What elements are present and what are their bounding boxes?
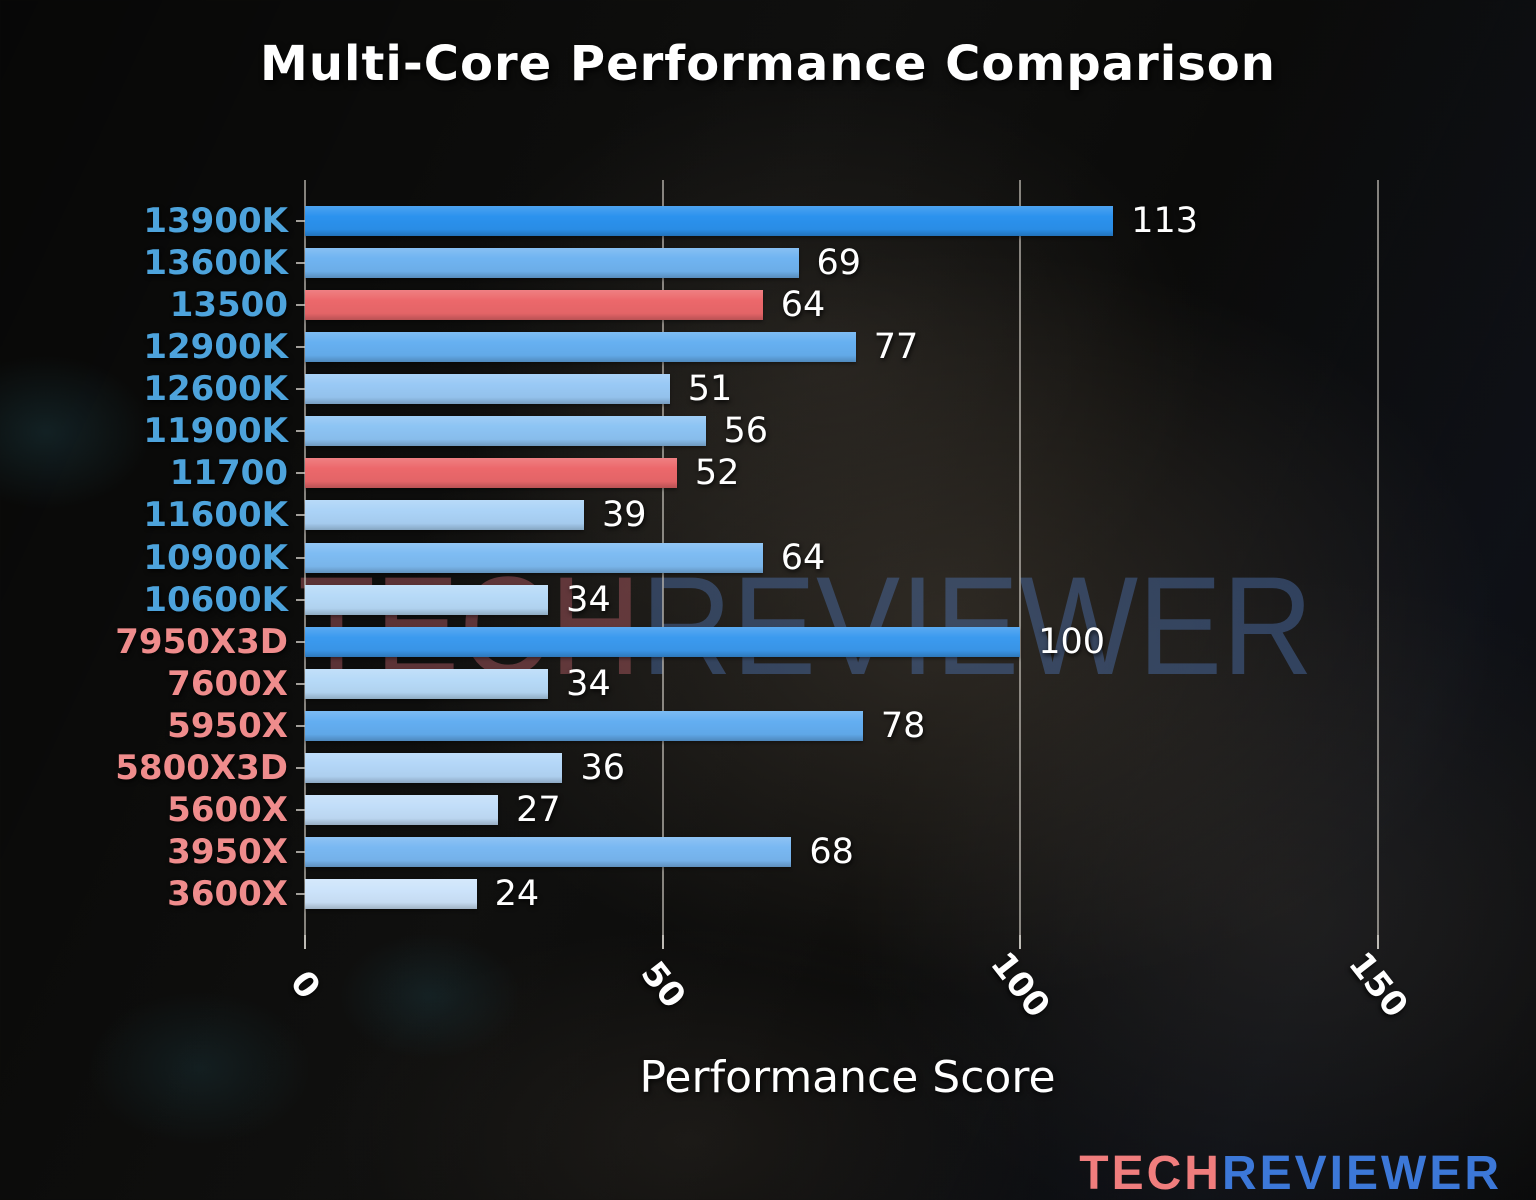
bar-value-label: 51 [687,369,733,410]
bar-row: 11700 52 [0,453,1536,493]
bar-value-label: 34 [566,663,611,704]
bar-track: 64 [296,285,1390,325]
bar-value-label: 52 [694,453,740,494]
bar-row: 3950X 68 [0,832,1536,872]
y-axis-label: 13600K [143,243,288,284]
bar-row: 5800X3D 36 [0,748,1536,788]
bar-track: 56 [296,411,1390,451]
bar-track: 34 [296,664,1390,704]
logo-tech: TECH [1079,1147,1222,1200]
bar-track: 52 [296,453,1390,493]
bar-track: 69 [296,243,1390,283]
bar-chart: 13900K 113 13600K 69 13500 64 12900K [0,180,1536,949]
bar-track: 39 [296,495,1390,535]
bar-track: 68 [296,832,1390,872]
bar [305,710,863,741]
y-axis-label: 12900K [143,327,288,368]
bar-value-label: 36 [580,747,626,788]
y-axis-label: 3950X [167,831,288,872]
y-axis-label: 5800X3D [115,747,288,788]
bar-row: 10600K 34 [0,580,1536,620]
x-gridline [1019,180,1022,949]
bar-track: 113 [296,201,1390,241]
x-tick-label: 0 [281,963,329,1007]
bar [305,374,670,405]
bar-row: 13500 64 [0,285,1536,325]
bar-value-label: 77 [873,327,919,368]
y-axis-label: 10900K [143,537,288,578]
y-axis-label: 5600X [167,789,288,830]
bar-value-label: 113 [1131,201,1199,241]
bar-value-label: 64 [780,537,826,578]
bar-track: 64 [296,538,1390,578]
bar [305,879,477,909]
bar [305,752,563,783]
y-axis-label: 5950X [167,705,288,746]
bar [305,332,856,363]
bar [305,416,706,447]
bar-track: 77 [296,327,1390,367]
y-axis-label: 11900K [143,411,288,452]
x-gridline [1376,180,1379,949]
bar-row: 11600K 39 [0,495,1536,535]
y-axis-label: 11600K [143,495,288,536]
bar [305,206,1114,236]
bar [305,542,763,573]
bar-row: 7600X 34 [0,664,1536,704]
bar-value-label: 39 [601,495,647,536]
logo-reviewer: REVIEWER [1221,1147,1502,1200]
bar-row: 13900K 113 [0,201,1536,241]
bar [305,668,549,699]
bar-value-label: 69 [816,243,862,284]
bar-row: 12600K 51 [0,369,1536,409]
y-axis-label: 13500 [169,285,288,326]
bar-rows: 13900K 113 13600K 69 13500 64 12900K [0,180,1536,935]
bar-track: 24 [296,874,1390,914]
bar-track: 34 [296,580,1390,620]
bar [305,458,677,489]
bar-value-label: 24 [494,874,540,914]
bar-row: 5950X 78 [0,706,1536,746]
bar-value-label: 27 [516,789,561,830]
x-axis-title: Performance Score [639,1052,1056,1103]
bar-row: 10900K 64 [0,538,1536,578]
bar-row: 13600K 69 [0,243,1536,283]
bar [305,794,499,825]
bar-track: 100 [296,622,1390,662]
y-axis-label: 12600K [143,369,288,410]
bar-row: 3600X 24 [0,874,1536,914]
bar-value-label: 78 [880,705,926,746]
bar-value-label: 56 [723,411,769,452]
bar-row: 12900K 77 [0,327,1536,367]
bar-row: 11900K 56 [0,411,1536,451]
y-axis-label: 13900K [143,201,288,241]
y-axis-label: 7600X [167,663,288,704]
x-tick-label: 50 [632,954,693,1016]
y-axis-label: 3600X [167,874,288,914]
y-axis-label: 11700 [169,453,288,494]
y-axis-label: 7950X3D [115,621,288,662]
bar [305,836,792,867]
bar-value-label: 64 [780,285,826,326]
y-axis-label: 10600K [143,579,288,620]
bar-row: 5600X 27 [0,790,1536,830]
chart-title: Multi-Core Performance Comparison [260,36,1276,92]
bar-value-label: 100 [1038,621,1106,662]
techreviewer-logo: TECHREVIEWER [1079,1146,1502,1200]
bar-track: 36 [296,748,1390,788]
bar [305,626,1021,657]
x-tick-label: 150 [1340,944,1416,1026]
x-tick-label: 100 [982,944,1058,1026]
bar-track: 78 [296,706,1390,746]
bar [305,248,799,279]
bar [305,500,584,531]
bar-value-label: 68 [809,831,854,872]
bar-track: 27 [296,790,1390,830]
bar [305,584,549,615]
bar-row: 7950X3D 100 [0,622,1536,662]
bar-value-label: 34 [566,579,611,620]
bar [305,290,763,321]
bar-track: 51 [296,369,1390,409]
